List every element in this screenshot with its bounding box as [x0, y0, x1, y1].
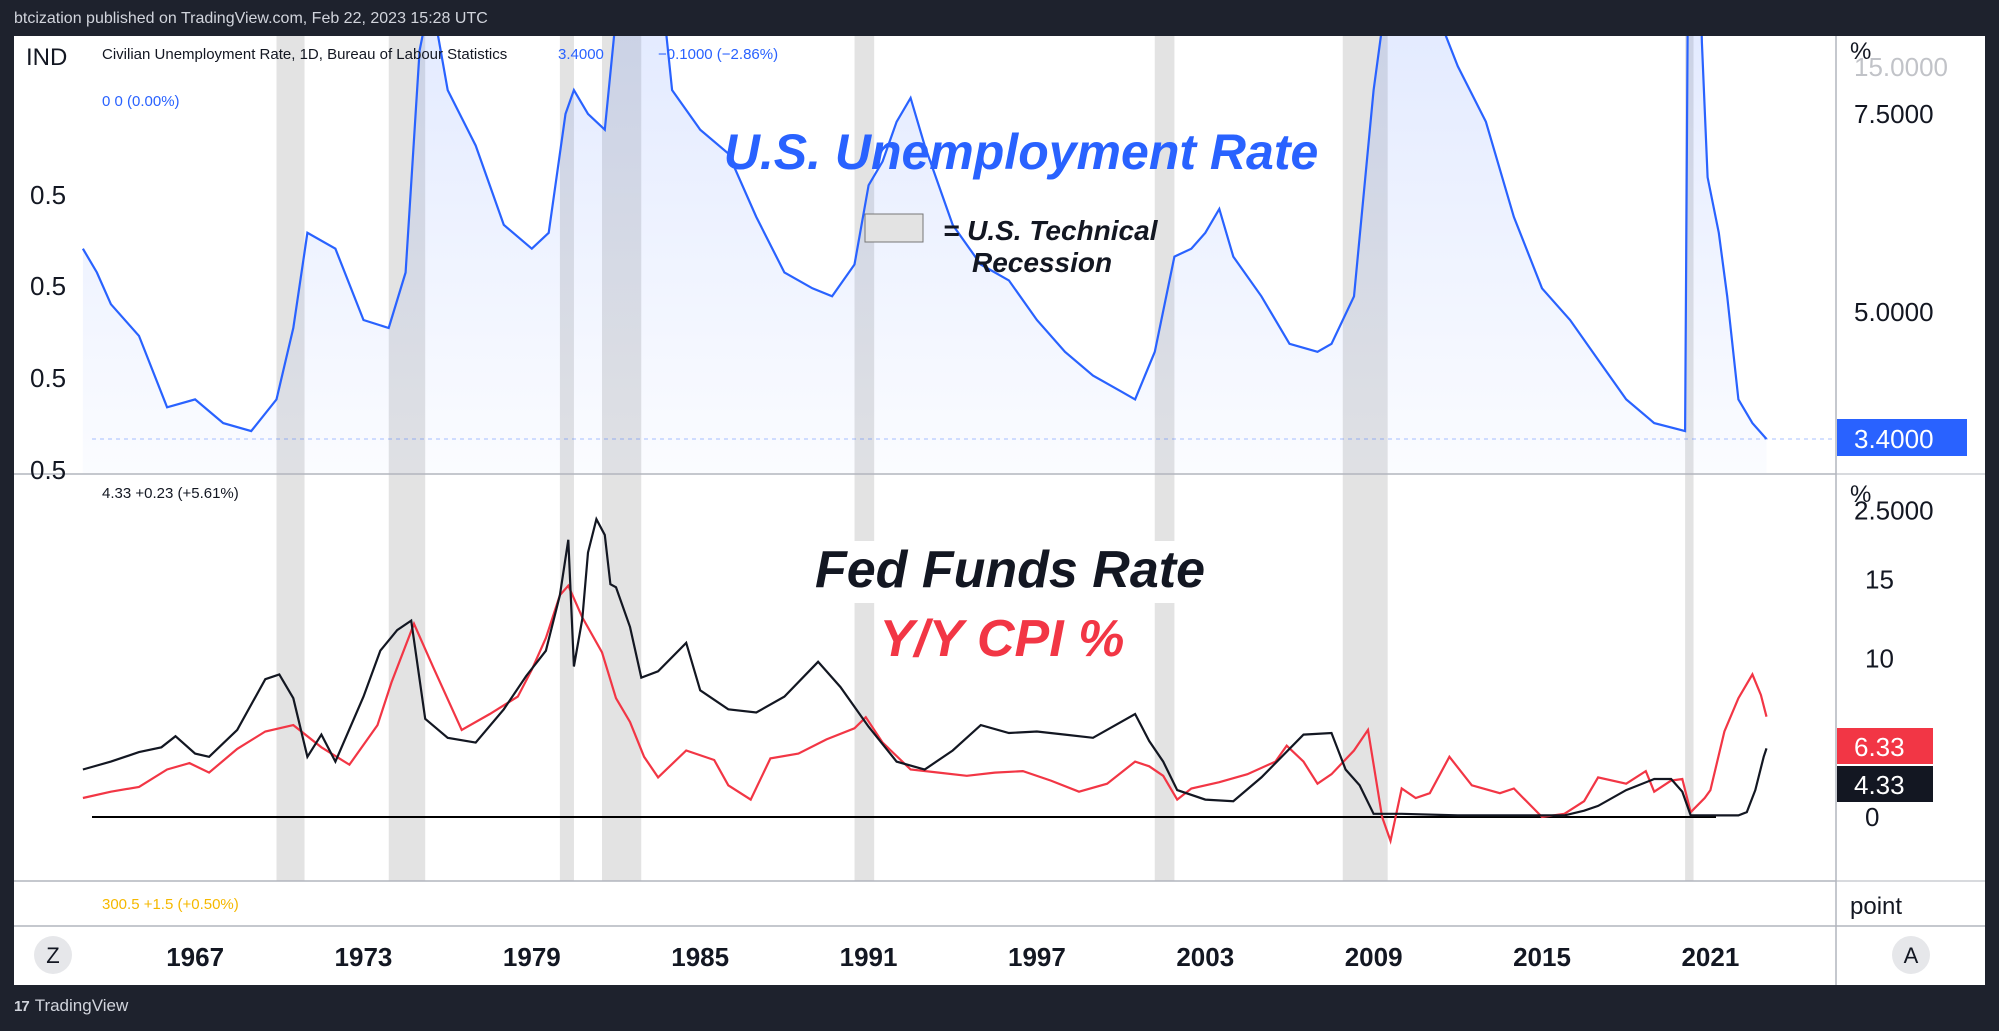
right-axis-top-label-3: 5.0000 [1854, 297, 1934, 327]
left-axis-label-3: 0.5 [30, 455, 66, 485]
footer: 17 TradingView [14, 996, 128, 1016]
time-axis-label-2021: 2021 [1681, 942, 1739, 972]
auto-scale-a-label: A [1904, 943, 1919, 968]
right-axis-rates-label-0: 15 [1865, 564, 1894, 594]
unemployment-area [82, 0, 1767, 473]
right-axis-rates-label-1: 10 [1865, 644, 1894, 674]
unemployment-legend-value: 3.4000 [558, 46, 604, 63]
cpi-line [82, 583, 1768, 845]
symbol-badge[interactable]: IND [26, 44, 67, 71]
scale-z-label: Z [46, 943, 59, 968]
fed-funds-headline: Fed Funds Rate [815, 541, 1205, 599]
left-axis-label-2: 0.5 [30, 363, 66, 393]
right-axis-rates-pane[interactable]: 15 10 0 [1865, 564, 1894, 832]
fed-funds-headline-bg [810, 541, 1212, 603]
time-axis-labels[interactable]: 1967 1973 1979 1985 1991 1997 2003 2009 2015 2021 [166, 942, 1739, 972]
chart-frame: IND Civilian Unemployment Rate, 1D, Bure… [14, 0, 1985, 985]
time-axis-label-1997: 1997 [1008, 942, 1066, 972]
time-axis-label-2003: 2003 [1176, 942, 1234, 972]
unemployment-legend-title[interactable]: Civilian Unemployment Rate, 1D, Bureau o… [102, 46, 507, 63]
footer-brand: TradingView [34, 996, 129, 1015]
published-line: btcization published on TradingView.com,… [14, 10, 488, 27]
left-axis-labels: 0.5 0.5 0.5 0.5 [30, 180, 66, 485]
fed-funds-price-tag: 4.33 [1854, 770, 1905, 800]
cpi-headline: Y/Y CPI % [880, 610, 1125, 668]
time-axis-label-1973: 1973 [335, 942, 393, 972]
recession-legend-text-1: = U.S. Technical [943, 215, 1159, 246]
recession-legend-swatch [864, 213, 924, 243]
right-axis-top-label-4: 2.5000 [1854, 495, 1934, 525]
right-axis-rates-label-2: 0 [1865, 802, 1879, 832]
tradingview-logo-icon: 17 [14, 997, 30, 1015]
time-axis-label-1967: 1967 [166, 942, 224, 972]
cpi-price-tag: 6.33 [1854, 732, 1905, 762]
time-axis-label-2009: 2009 [1345, 942, 1403, 972]
right-axis-top-cut: 15.0000 [1854, 52, 1948, 82]
time-axis-label-1985: 1985 [671, 942, 729, 972]
left-axis-label-0: 0.5 [30, 180, 66, 210]
fed-funds-line [82, 516, 1768, 817]
unemployment-price-tag: 3.4000 [1854, 424, 1934, 454]
recession-legend-text-2: Recession [972, 247, 1112, 278]
cpi-price-tag-bg [1837, 728, 1933, 764]
rates-legend-line: 4.33 +0.23 (+5.61%) [102, 485, 239, 502]
fed-funds-price-tag-bg [1837, 766, 1933, 802]
left-axis-label-1: 0.5 [30, 271, 66, 301]
unemployment-legend-change: −0.1000 (−2.86%) [658, 46, 778, 63]
time-axis-label-1979: 1979 [503, 942, 561, 972]
time-axis-label-2015: 2015 [1513, 942, 1571, 972]
unemployment-legend-sub: 0 0 (0.00%) [102, 93, 180, 110]
unemployment-headline: U.S. Unemployment Rate [724, 124, 1319, 180]
unemployment-price-tag-bg [1837, 419, 1967, 456]
unemployment-line [81, 0, 1768, 440]
scale-z-button[interactable] [34, 936, 72, 974]
auto-scale-a-button[interactable] [1892, 936, 1930, 974]
chart-svg[interactable]: IND Civilian Unemployment Rate, 1D, Bure… [14, 0, 1985, 985]
hidden-series-legend: 300.5 +1.5 (+0.50%) [102, 896, 239, 913]
right-axis-top-label-2: 7.5000 [1854, 99, 1934, 129]
time-axis-label-1991: 1991 [840, 942, 898, 972]
rates-pane-unit: % [1850, 481, 1871, 508]
third-pane-unit: point [1850, 893, 1902, 920]
top-pane-unit: % [1850, 38, 1871, 65]
